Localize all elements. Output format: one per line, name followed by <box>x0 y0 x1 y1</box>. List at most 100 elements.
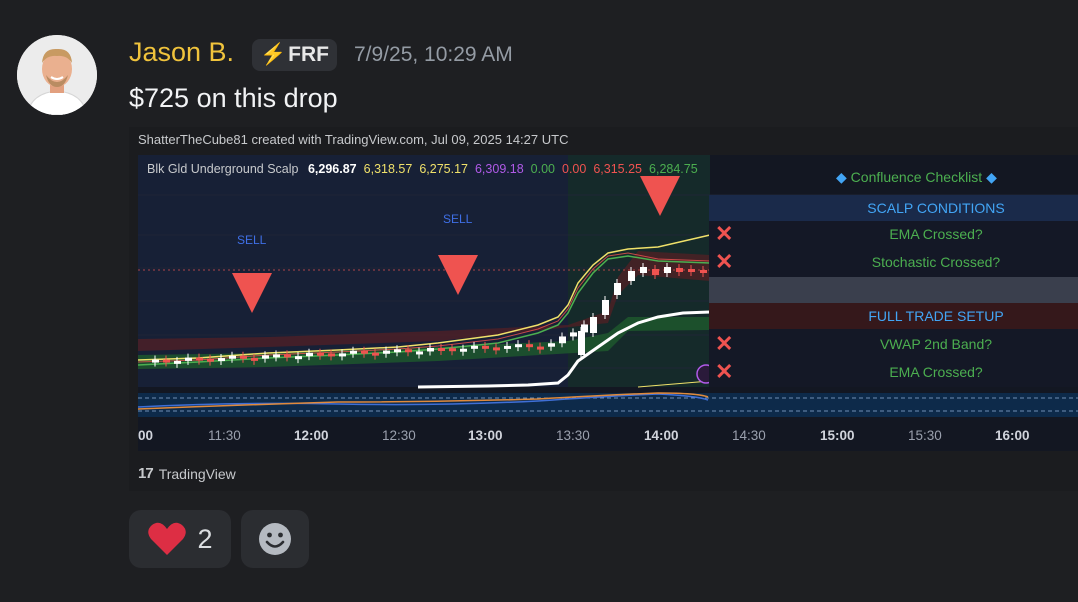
checklist-text: EMA Crossed? <box>889 364 983 380</box>
badge-text: FRF <box>288 43 329 66</box>
checklist-text: VWAP 2nd Band? <box>879 336 993 352</box>
checklist-text: Stochastic Crossed? <box>871 254 1001 270</box>
tradingview-logo-icon: 17 <box>138 465 154 482</box>
timestamp: 7/9/25, 10:29 AM <box>354 43 513 66</box>
lightning-bolt-icon: ⚡ <box>260 43 287 66</box>
candle-body <box>427 348 434 352</box>
checklist-header: FULL TRADE SETUP <box>709 303 1078 329</box>
indicator-name: Blk Gld Underground Scalp <box>147 162 299 176</box>
chart-image[interactable]: ShatterTheCube81 created with TradingVie… <box>129 127 1078 491</box>
candle-body <box>185 357 192 361</box>
diamond-icon: ◆ <box>986 169 997 185</box>
time-tick-label: 13:00 <box>468 428 503 443</box>
candle-body <box>240 355 247 359</box>
indicator-value: 6,296.87 <box>307 162 357 176</box>
candle-body <box>229 355 236 359</box>
checklist-text: FULL TRADE SETUP <box>868 308 1004 324</box>
candle-body <box>339 353 346 357</box>
candle-body <box>372 352 379 356</box>
indicator-value: 0.00 <box>562 162 587 176</box>
candle-body <box>405 349 412 353</box>
candle-body <box>196 357 203 361</box>
time-tick-label: 11:30 <box>208 428 241 443</box>
candle-body <box>361 350 368 354</box>
candle-body <box>383 350 390 354</box>
checklist-title: ◆ Confluence Checklist ◆ <box>836 169 997 186</box>
sell-label-2: SELL <box>443 212 473 226</box>
checklist-text: EMA Crossed? <box>889 226 983 242</box>
candle-body <box>688 269 695 272</box>
add-reaction-button[interactable] <box>241 510 309 568</box>
candle-body <box>515 344 522 348</box>
candle-body <box>581 324 588 333</box>
candle-body <box>317 352 324 356</box>
heart-reaction[interactable]: 2 <box>129 510 231 568</box>
candle-body <box>640 267 647 273</box>
diamond-icon: ◆ <box>836 169 847 185</box>
candlesticks <box>152 263 707 368</box>
candle-body <box>493 347 500 351</box>
time-tick-label: 00 <box>138 428 154 443</box>
tradingview-logo: 17 TradingView <box>138 465 236 482</box>
reactions-bar: 2 <box>129 510 309 568</box>
indicator-value: 0.00 <box>530 162 555 176</box>
x-mark-icon: ✕ <box>715 331 734 356</box>
indicator-value: 6,275.17 <box>419 162 468 176</box>
time-tick-label: 12:30 <box>382 428 416 443</box>
candle-body <box>614 283 621 295</box>
indicator-values: 6,296.87 6,318.57 6,275.17 6,309.18 0.00 0.00… <box>308 162 705 176</box>
tradingview-watermark: TradingView <box>158 465 236 482</box>
candle-body <box>526 344 533 348</box>
candle-body <box>394 349 401 353</box>
x-mark-icon: ✕ <box>715 249 734 274</box>
checklist-text: SCALP CONDITIONS <box>867 200 1005 216</box>
candle-body <box>416 351 423 355</box>
username[interactable]: Jason B. <box>129 37 235 67</box>
time-tick-label: 15:00 <box>820 428 855 443</box>
candle-body <box>537 346 544 350</box>
candle-body <box>328 353 335 357</box>
sell-label-1: SELL <box>237 233 267 247</box>
time-tick-label: 13:30 <box>556 428 590 443</box>
candle-body <box>482 345 489 349</box>
sell-arrow-2 <box>438 255 478 295</box>
candle-body <box>676 268 683 272</box>
sell-arrow-3 <box>640 176 680 216</box>
time-tick-label: 16:00 <box>995 428 1030 443</box>
x-mark-icon: ✕ <box>715 221 734 246</box>
candle-body <box>652 269 659 275</box>
candle-body <box>284 354 291 358</box>
chart-plot: Blk Gld Underground Scalp 6,296.87 6,318.… <box>137 155 1078 451</box>
candle-body <box>350 350 357 354</box>
x-mark-icon: ✕ <box>715 359 734 384</box>
checklist-title-text: Confluence Checklist <box>850 169 983 185</box>
candle-body <box>295 356 302 360</box>
checklist-header: SCALP CONDITIONS <box>709 195 1078 221</box>
candle-body <box>471 345 478 349</box>
candle-body <box>602 300 609 315</box>
time-tick-label: 14:30 <box>732 428 766 443</box>
user-badge[interactable]: ⚡ FRF <box>252 39 337 71</box>
candle-body <box>262 355 269 359</box>
candle-body <box>207 358 214 362</box>
checklist-item: ✕ Stochastic Crossed? <box>709 249 1078 275</box>
checklist-spacer <box>709 277 1078 303</box>
candle-body <box>578 331 585 355</box>
indicator-value: 6,309.18 <box>474 162 524 176</box>
checklist-item: ✕ EMA Crossed? <box>709 359 1078 385</box>
candle-body <box>700 270 707 273</box>
candle-body <box>460 348 467 352</box>
candle-body <box>218 358 225 362</box>
smiley-icon <box>259 523 291 555</box>
candle-body <box>570 332 577 337</box>
indicator-value: 6,318.57 <box>363 162 413 176</box>
candle-body <box>251 357 258 361</box>
candle-body <box>628 271 635 281</box>
candle-body <box>449 348 456 352</box>
candle-body <box>306 352 313 357</box>
candle-body <box>163 359 170 363</box>
user-avatar[interactable] <box>17 35 97 115</box>
message-text: $725 on this drop <box>129 83 338 113</box>
candle-body <box>559 336 566 344</box>
candle-body <box>590 317 597 333</box>
